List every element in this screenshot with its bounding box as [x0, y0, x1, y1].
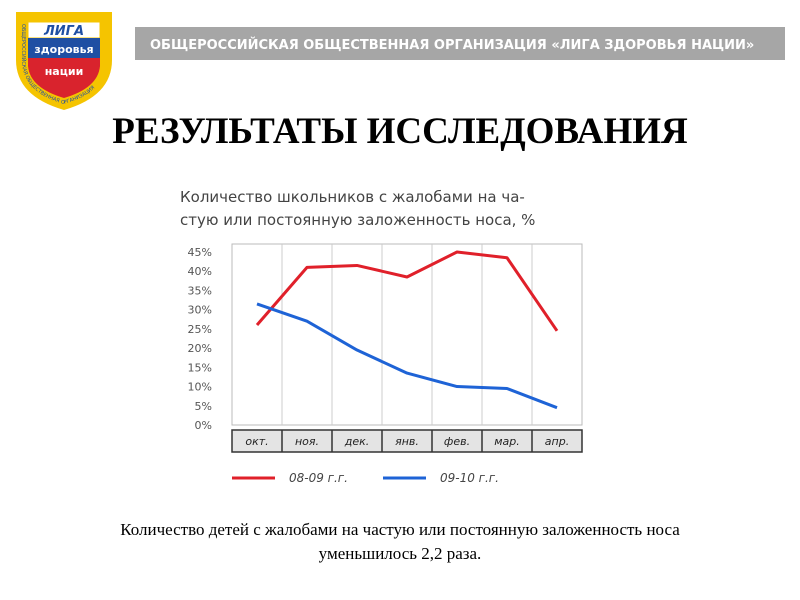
- y-tick-label: 30%: [188, 304, 212, 317]
- x-tick-label: окт.: [245, 435, 268, 448]
- caption: уменьшилось 2,2 раза.: [319, 544, 482, 563]
- x-axis-box: [231, 429, 583, 453]
- logo-band: [28, 58, 100, 98]
- plot-frame: [231, 243, 583, 426]
- logo: ЛИГА здоровья нации ОБЩЕРОССИЙСКАЯ ОБЩЕС…: [16, 12, 112, 110]
- logo-band: [28, 38, 100, 58]
- x-tick-label: фев.: [444, 435, 470, 448]
- logo-text: нации: [45, 65, 84, 78]
- logo-text: здоровья: [34, 43, 93, 56]
- x-tick-label: янв.: [395, 435, 419, 448]
- slide-title: РЕЗУЛЬТАТЫ ИССЛЕДОВАНИЯ: [112, 111, 688, 152]
- legend-label: 09-10 г.г.: [440, 471, 499, 485]
- chart-title: Количество школьников с жалобами на ча-: [180, 188, 525, 206]
- banner-text: ОБЩЕРОССИЙСКАЯ ОБЩЕСТВЕННАЯ ОРГАНИЗАЦИЯ …: [150, 37, 754, 53]
- series-line: [256, 302, 558, 410]
- banner: [135, 27, 785, 60]
- y-tick-label: 25%: [188, 323, 212, 336]
- x-tick-label: апр.: [545, 435, 569, 448]
- y-tick-label: 40%: [188, 265, 212, 278]
- y-tick-label: 10%: [188, 381, 212, 394]
- logo-text: ЛИГА: [43, 24, 84, 39]
- legend-label: 08-09 г.г.: [289, 471, 348, 485]
- caption: Количество детей с жалобами на частую ил…: [120, 520, 680, 539]
- series-line: [255, 250, 559, 332]
- chart-title: стую или постоянную заложенность носа, %: [180, 211, 535, 229]
- y-tick-label: 45%: [188, 246, 212, 259]
- x-tick-label: дек.: [344, 435, 370, 448]
- y-tick-label: 0%: [195, 419, 212, 432]
- y-tick-label: 5%: [195, 400, 212, 413]
- y-tick-label: 15%: [188, 361, 212, 374]
- x-tick-label: мар.: [494, 435, 520, 448]
- y-tick-label: 20%: [188, 342, 212, 355]
- x-tick-label: ноя.: [295, 435, 319, 448]
- y-tick-label: 35%: [188, 284, 212, 297]
